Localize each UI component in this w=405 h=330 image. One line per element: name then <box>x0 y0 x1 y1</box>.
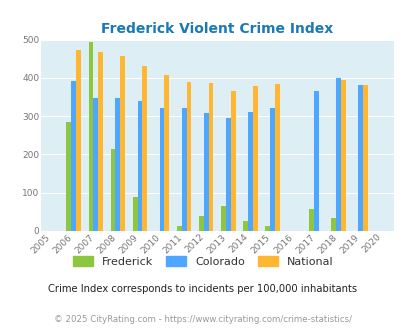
Bar <box>264 226 269 231</box>
Bar <box>176 226 181 231</box>
Bar <box>66 122 71 231</box>
Bar <box>203 113 208 231</box>
Bar <box>132 197 137 231</box>
Bar <box>115 98 120 231</box>
Bar <box>313 91 318 231</box>
Bar <box>230 90 235 231</box>
Bar <box>142 66 147 231</box>
Bar <box>247 112 252 231</box>
Bar <box>330 217 335 231</box>
Bar <box>269 108 274 231</box>
Bar <box>252 86 257 231</box>
Bar <box>181 108 186 231</box>
Bar <box>198 216 203 231</box>
Bar <box>110 149 115 231</box>
Bar <box>225 118 230 231</box>
Bar <box>220 206 225 231</box>
Legend: Frederick, Colorado, National: Frederick, Colorado, National <box>68 251 337 271</box>
Bar <box>243 221 247 231</box>
Bar <box>362 85 367 231</box>
Bar <box>98 52 103 231</box>
Text: Crime Index corresponds to incidents per 100,000 inhabitants: Crime Index corresponds to incidents per… <box>48 284 357 294</box>
Bar <box>71 81 76 231</box>
Bar <box>159 108 164 231</box>
Bar <box>340 80 345 231</box>
Bar <box>208 83 213 231</box>
Bar <box>88 42 93 231</box>
Title: Frederick Violent Crime Index: Frederick Violent Crime Index <box>101 22 333 36</box>
Bar <box>274 84 279 231</box>
Bar <box>357 85 362 231</box>
Text: © 2025 CityRating.com - https://www.cityrating.com/crime-statistics/: © 2025 CityRating.com - https://www.city… <box>54 315 351 324</box>
Bar <box>164 75 169 231</box>
Bar <box>93 98 98 231</box>
Bar <box>120 56 125 231</box>
Bar <box>186 82 191 231</box>
Bar <box>309 209 313 231</box>
Bar <box>335 78 340 231</box>
Bar <box>76 50 81 231</box>
Bar <box>137 101 142 231</box>
